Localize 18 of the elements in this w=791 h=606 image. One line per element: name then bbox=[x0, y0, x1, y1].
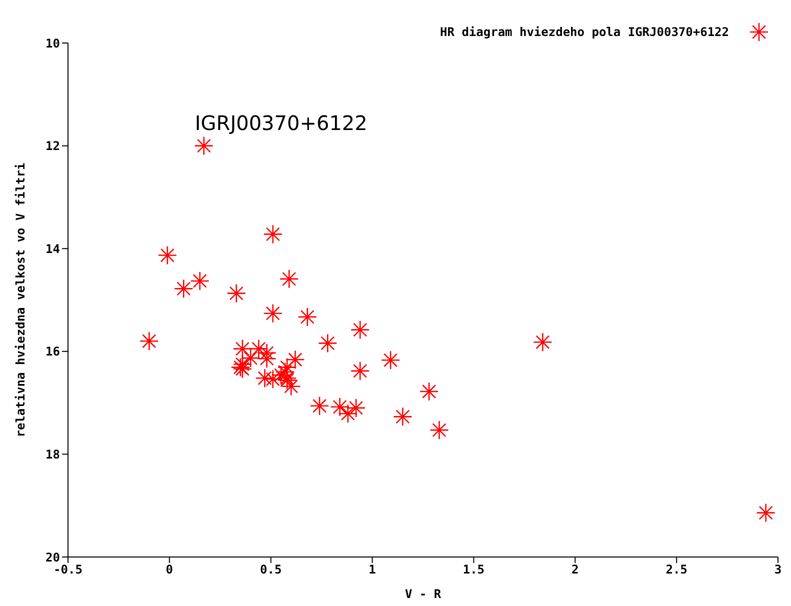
x-tick-label: 2 bbox=[572, 562, 579, 577]
y-axis-title: relativna hviezdna velkost vo V filtri bbox=[13, 162, 28, 438]
x-tick-label: 0.5 bbox=[260, 562, 282, 577]
y-tick-label: 20 bbox=[46, 550, 60, 564]
legend-label: HR diagram hviezdeho pola IGRJ00370+6122 bbox=[440, 25, 729, 39]
x-axis-title: V - R bbox=[404, 587, 442, 601]
x-tick-label: 0 bbox=[166, 562, 174, 577]
x-tick-label: 1 bbox=[368, 562, 376, 577]
y-tick-label: 14 bbox=[46, 242, 60, 256]
annotation: IGRJ00370+6122 bbox=[194, 110, 368, 135]
y-tick-label: 18 bbox=[46, 447, 60, 462]
x-tick-label: 3 bbox=[774, 562, 782, 577]
x-tick-label: 1.5 bbox=[462, 562, 485, 577]
y-tick-label: 12 bbox=[46, 139, 60, 154]
x-tick-label: -0.5 bbox=[54, 562, 82, 577]
x-tick-label: 2.5 bbox=[666, 562, 688, 577]
y-tick-label: 16 bbox=[46, 344, 60, 359]
y-tick-label: 10 bbox=[46, 36, 60, 50]
